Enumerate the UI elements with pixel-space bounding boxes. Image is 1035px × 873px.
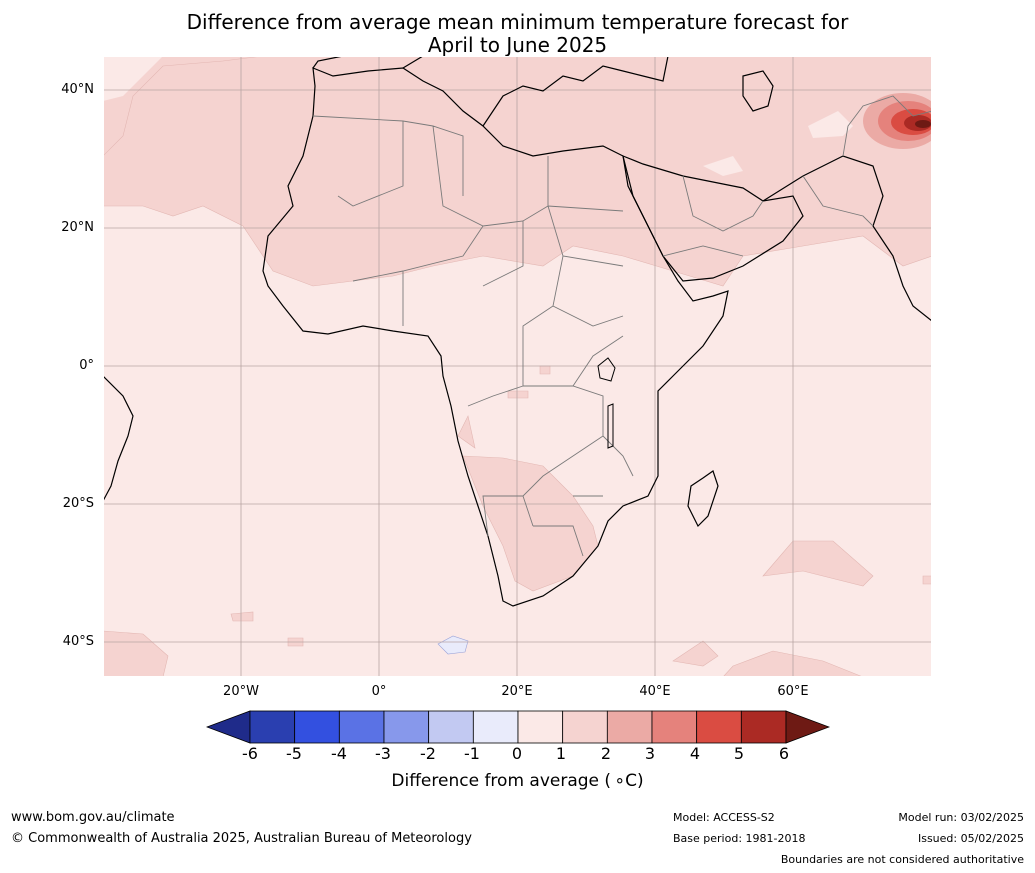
lon-label-20e: 20°E — [501, 684, 533, 699]
anomaly-1-2-regions — [103, 56, 932, 677]
lon-label-40e: 40°E — [639, 684, 671, 699]
colorbar-tick-label: -4 — [331, 744, 347, 763]
colorbar-cell — [294, 710, 340, 744]
colorbar-cell — [606, 710, 653, 744]
himalaya-hotspot — [863, 93, 932, 149]
lat-label-20s: 20°S — [62, 496, 94, 511]
lon-label-60e: 60°E — [777, 684, 809, 699]
colorbar-cell — [383, 710, 430, 744]
footer-base-period: Base period: 1981-2018 — [673, 832, 806, 845]
colorbar-tick-label: -2 — [420, 744, 436, 763]
coastlines — [103, 56, 932, 607]
anomaly-neg1-0-patch — [437, 635, 469, 655]
colorbar-title: Difference from average ( ∘C) — [391, 771, 644, 791]
colorbar-tick-label: 3 — [644, 744, 656, 763]
colorbar-tick-label: -1 — [464, 744, 480, 763]
lon-label-20w: 20°W — [223, 684, 259, 699]
lat-label-0: 0° — [79, 358, 94, 373]
footer-issued: Issued: 05/02/2025 — [917, 832, 1024, 845]
colorbar-tick-label: -6 — [242, 744, 258, 763]
footer-copyright: © Commonwealth of Australia 2025, Austra… — [11, 831, 472, 846]
colorbar-tick-label: -5 — [286, 744, 302, 763]
lat-label-20n: 20°N — [61, 220, 94, 235]
colorbar-cell — [740, 710, 787, 744]
colorbar-tick-label: -3 — [375, 744, 391, 763]
footer-disclaimer: Boundaries are not considered authoritat… — [780, 853, 1024, 866]
lon-label-0: 0° — [371, 684, 387, 699]
footer-model: Model: ACCESS-S2 — [673, 811, 775, 824]
lat-label-40s: 40°S — [62, 634, 94, 649]
gridlines — [103, 56, 932, 677]
lakes — [597, 357, 616, 449]
colorbar-cell — [428, 710, 474, 744]
colorbar-tick-label: 4 — [689, 744, 701, 763]
colorbar-cell — [338, 710, 385, 744]
colorbar-cell — [651, 710, 698, 744]
lat-label-40n: 40°N — [61, 82, 94, 97]
footer-website: www.bom.gov.au/climate — [11, 810, 175, 825]
colorbar-tick-label: 0 — [511, 744, 523, 763]
country-borders — [312, 95, 932, 557]
map-title-line-2: April to June 2025 — [427, 33, 608, 57]
colorbar-cell — [249, 710, 296, 744]
colorbar-extend-high — [785, 710, 830, 744]
forecast-map — [103, 56, 932, 677]
colorbar-extend-low — [206, 710, 251, 744]
colorbar-tick-label: 6 — [778, 744, 790, 763]
map-title-line-1: Difference from average mean minimum tem… — [186, 10, 849, 34]
colorbar — [206, 710, 830, 744]
colorbar-cell — [517, 710, 564, 744]
colorbar-tick-label: 1 — [555, 744, 567, 763]
colorbar-tick-label: 5 — [733, 744, 745, 763]
colorbar-cell — [696, 710, 742, 744]
colorbar-cell — [562, 710, 608, 744]
colorbar-cell — [472, 710, 519, 744]
footer-model-run: Model run: 03/02/2025 — [898, 811, 1024, 824]
colorbar-tick-label: 2 — [600, 744, 612, 763]
